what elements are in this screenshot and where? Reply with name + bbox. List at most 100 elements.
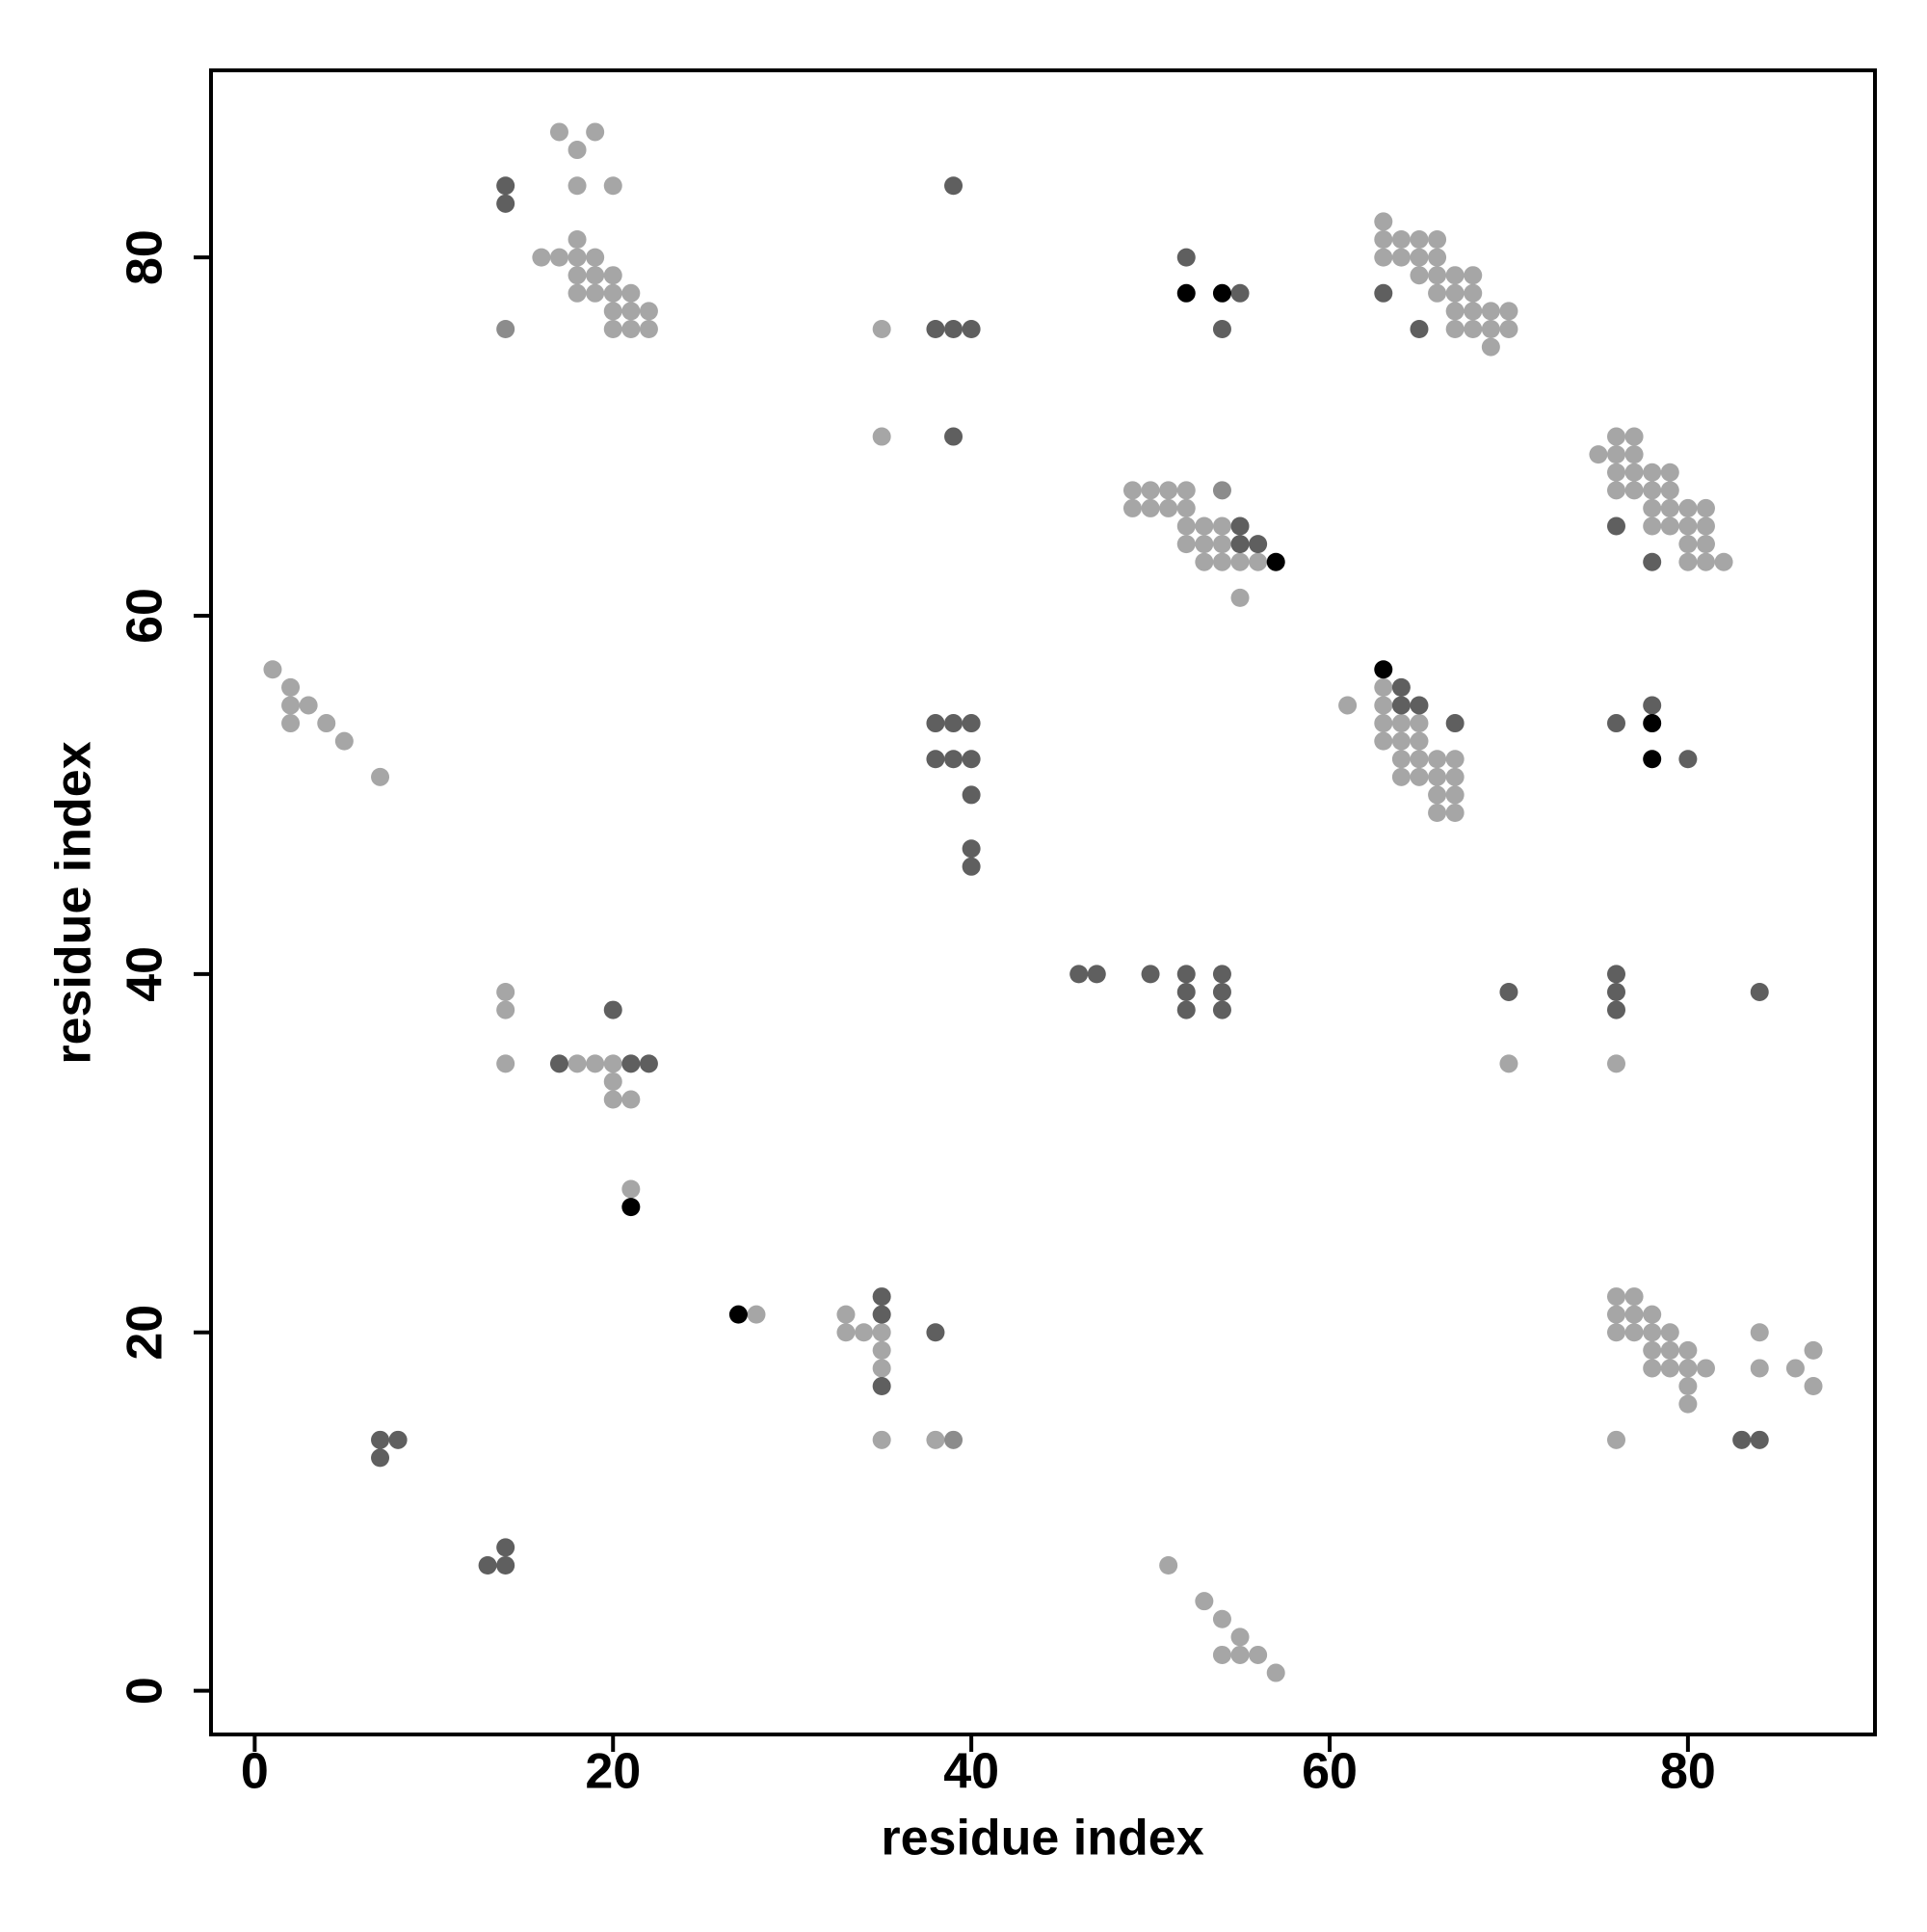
point bbox=[621, 319, 641, 338]
point bbox=[872, 1430, 891, 1449]
point bbox=[1589, 445, 1608, 464]
point bbox=[1428, 248, 1447, 267]
point bbox=[1391, 677, 1411, 697]
point bbox=[1428, 283, 1447, 303]
point bbox=[1607, 1054, 1626, 1073]
point bbox=[1249, 1645, 1268, 1664]
point bbox=[1212, 283, 1231, 303]
point bbox=[1410, 731, 1429, 751]
point bbox=[1212, 535, 1231, 554]
point bbox=[586, 283, 605, 303]
point bbox=[747, 1305, 766, 1324]
point bbox=[1249, 552, 1268, 571]
point bbox=[1660, 463, 1679, 482]
point bbox=[1195, 552, 1214, 571]
point bbox=[1141, 965, 1160, 984]
x-axis-label: residue index bbox=[881, 1811, 1203, 1866]
point bbox=[1212, 1609, 1231, 1628]
point bbox=[1122, 498, 1142, 517]
point bbox=[1750, 1430, 1769, 1449]
point bbox=[603, 266, 622, 285]
point bbox=[568, 283, 587, 303]
plot-frame bbox=[209, 68, 1877, 1736]
point bbox=[1624, 1323, 1644, 1342]
point bbox=[1696, 516, 1715, 536]
point bbox=[962, 750, 981, 769]
point bbox=[1391, 248, 1411, 267]
point bbox=[1445, 266, 1465, 285]
point bbox=[603, 1054, 622, 1073]
point bbox=[496, 1054, 515, 1073]
point bbox=[1176, 248, 1196, 267]
point bbox=[1391, 767, 1411, 786]
point bbox=[1391, 714, 1411, 733]
point bbox=[1499, 302, 1518, 321]
point bbox=[1678, 750, 1698, 769]
point bbox=[926, 1430, 945, 1449]
y-tick-label: 40 bbox=[118, 946, 173, 1002]
point bbox=[1087, 965, 1106, 984]
point bbox=[872, 427, 891, 446]
point bbox=[1643, 1340, 1662, 1360]
point bbox=[1624, 445, 1644, 464]
point bbox=[1464, 283, 1483, 303]
point bbox=[621, 302, 641, 321]
point bbox=[1391, 696, 1411, 715]
point bbox=[1643, 714, 1662, 733]
point bbox=[1374, 677, 1393, 697]
point bbox=[872, 1305, 891, 1324]
point bbox=[944, 1430, 964, 1449]
point bbox=[1445, 785, 1465, 805]
y-tick-label: 0 bbox=[118, 1677, 173, 1705]
point bbox=[728, 1305, 748, 1324]
point bbox=[621, 1179, 641, 1199]
point bbox=[1069, 965, 1089, 984]
point bbox=[1607, 982, 1626, 1001]
point bbox=[568, 141, 587, 160]
x-tick-label: 0 bbox=[241, 1744, 269, 1800]
point bbox=[1159, 1555, 1178, 1575]
point bbox=[1499, 1054, 1518, 1073]
point bbox=[317, 714, 336, 733]
point bbox=[1230, 1628, 1250, 1647]
point bbox=[1141, 481, 1160, 500]
point bbox=[1607, 463, 1626, 482]
point bbox=[1212, 982, 1231, 1001]
point bbox=[1374, 696, 1393, 715]
point bbox=[1696, 535, 1715, 554]
point bbox=[1212, 319, 1231, 338]
point bbox=[1374, 230, 1393, 250]
point bbox=[1410, 319, 1429, 338]
y-tick-label: 20 bbox=[118, 1305, 173, 1361]
point bbox=[855, 1323, 874, 1342]
point bbox=[1643, 1323, 1662, 1342]
point bbox=[1428, 785, 1447, 805]
point bbox=[568, 248, 587, 267]
point bbox=[1391, 731, 1411, 751]
point bbox=[1230, 1645, 1250, 1664]
point bbox=[1607, 965, 1626, 984]
point bbox=[1374, 283, 1393, 303]
point bbox=[1212, 481, 1231, 500]
point bbox=[1732, 1430, 1752, 1449]
point bbox=[1428, 266, 1447, 285]
point bbox=[1176, 283, 1196, 303]
point bbox=[1176, 982, 1196, 1001]
point bbox=[549, 248, 568, 267]
point bbox=[603, 302, 622, 321]
point bbox=[1374, 212, 1393, 231]
point bbox=[944, 750, 964, 769]
point bbox=[639, 319, 658, 338]
point bbox=[1195, 1592, 1214, 1611]
point bbox=[1266, 552, 1285, 571]
point bbox=[1464, 319, 1483, 338]
point bbox=[1607, 516, 1626, 536]
point bbox=[549, 122, 568, 142]
point bbox=[568, 230, 587, 250]
point bbox=[1212, 1645, 1231, 1664]
point bbox=[962, 714, 981, 733]
point bbox=[568, 176, 587, 196]
point bbox=[1374, 731, 1393, 751]
